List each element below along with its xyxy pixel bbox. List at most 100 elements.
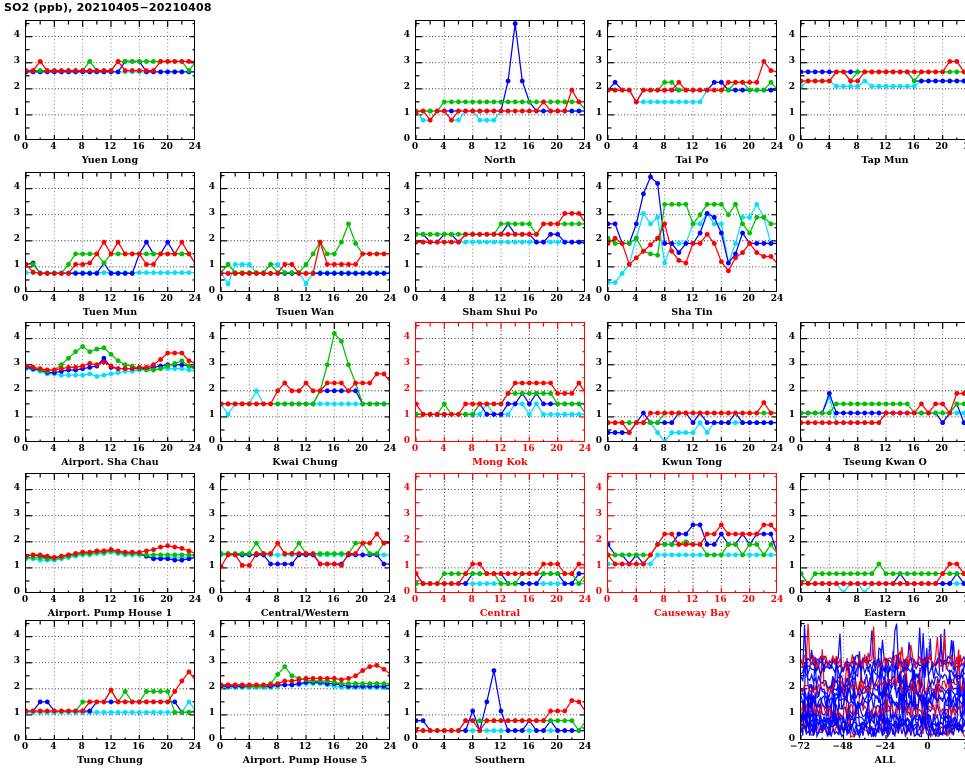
y-tick-label: 0 <box>403 734 410 744</box>
x-tick-label: 16 <box>327 742 340 752</box>
y-tick-label: 2 <box>403 383 410 394</box>
x-tick-label: 16 <box>132 595 145 605</box>
y-tick-label: 3 <box>788 508 795 519</box>
x-tick-label: 8 <box>853 444 860 454</box>
y-tick-label: 3 <box>208 357 215 368</box>
x-tick-label: 4 <box>440 444 447 454</box>
panel-title: Tai Po <box>675 155 709 166</box>
x-tick-label: 0 <box>216 444 224 454</box>
plot-area <box>415 20 585 140</box>
x-tick-label: 8 <box>273 595 280 605</box>
x-tick-label: 4 <box>440 294 447 304</box>
x-tick-label: 16 <box>907 444 920 454</box>
panel-sha-tin: 0 1 2 3 4 0 4 8 12 16 20 24 Sha Tin <box>596 172 783 322</box>
x-tick-label: 4 <box>632 294 639 304</box>
y-tick-label: 3 <box>403 357 410 368</box>
x-tick-label: 4 <box>245 595 252 605</box>
y-tick-label: 4 <box>208 482 215 493</box>
y-tick-label: 1 <box>788 409 795 420</box>
y-tick-label: 0 <box>788 734 795 744</box>
y-tick-label: 3 <box>403 508 410 519</box>
x-tick-label: 0 <box>796 595 804 605</box>
y-tick-label: 4 <box>403 482 410 493</box>
x-tick-label: 8 <box>468 742 475 752</box>
x-tick-label: 8 <box>660 595 667 605</box>
panel-central: 0 1 2 3 4 0 4 8 12 16 20 24 Central <box>404 473 591 623</box>
x-tick-label: 0 <box>603 595 611 605</box>
x-tick-label: 16 <box>522 444 535 454</box>
x-tick-label: 0 <box>603 294 611 304</box>
x-tick-label: 20 <box>160 595 173 605</box>
x-tick-label: 0 <box>411 595 419 605</box>
x-tick-label: 12 <box>298 294 312 304</box>
plot-area <box>415 172 585 292</box>
panel-tap-mun: 0123404812162024Tap Mun <box>789 20 965 170</box>
panel-title: Kwun Tong <box>661 457 723 468</box>
x-tick-label: 20 <box>550 742 563 752</box>
x-tick-label: 16 <box>714 142 727 152</box>
x-tick-label: 4 <box>632 142 639 152</box>
y-tick-label: 2 <box>13 233 20 244</box>
x-tick-label: 12 <box>103 444 117 454</box>
y-tick-label: 1 <box>788 707 795 718</box>
y-tick-label: 4 <box>13 629 20 640</box>
y-tick-label: 3 <box>208 508 215 519</box>
x-tick-label: 20 <box>160 742 173 752</box>
y-tick-label: 2 <box>208 534 215 545</box>
y-tick-label: 3 <box>403 207 410 218</box>
x-tick-label: 20 <box>550 595 563 605</box>
x-tick-label: 4 <box>632 444 639 454</box>
panel-title: Airport. Sha Chau <box>61 457 159 468</box>
plot-area <box>220 322 390 442</box>
x-tick-label: 24 <box>956 595 965 605</box>
y-tick-label: 0 <box>595 134 602 144</box>
x-tick-label: 0 <box>603 142 611 152</box>
x-tick-label: 24 <box>578 595 592 605</box>
x-tick-label: 8 <box>78 142 85 152</box>
y-tick-label: 1 <box>403 259 410 270</box>
y-tick-label: 0 <box>788 436 795 446</box>
y-tick-label: 3 <box>403 655 410 666</box>
x-tick-label: 8 <box>853 595 860 605</box>
x-tick-label: 20 <box>742 595 755 605</box>
x-tick-label: 0 <box>924 742 931 752</box>
y-tick-label: 1 <box>595 259 602 270</box>
y-tick-label: 3 <box>13 655 20 666</box>
x-tick-label: 24 <box>770 444 784 454</box>
y-tick-label: 1 <box>208 259 215 270</box>
x-tick-label: 8 <box>660 444 667 454</box>
x-tick-label: 20 <box>742 142 755 152</box>
y-tick-label: 2 <box>13 81 20 92</box>
y-tick-label: 1 <box>208 707 215 718</box>
y-tick-label: 3 <box>788 55 795 66</box>
y-tick-label: 4 <box>208 331 215 342</box>
y-tick-label: 3 <box>13 508 20 519</box>
y-tick-label: 4 <box>403 331 410 342</box>
x-tick-label: 8 <box>78 294 85 304</box>
panel-kwai-chung: 0 1 2 3 4 0 4 8 12 16 20 24 Kwai Chung <box>209 322 396 472</box>
x-tick-label: 4 <box>50 142 57 152</box>
y-tick-label: 1 <box>595 560 602 571</box>
y-tick-label: 4 <box>403 29 410 40</box>
y-tick-label: 0 <box>403 587 410 597</box>
x-tick-label: 20 <box>355 595 368 605</box>
y-tick-label: 4 <box>13 482 20 493</box>
x-tick-label: 12 <box>103 742 117 752</box>
y-tick-label: 1 <box>403 409 410 420</box>
x-tick-label: 24 <box>188 595 202 605</box>
x-tick-label: 24 <box>770 294 784 304</box>
y-tick-label: 3 <box>403 55 410 66</box>
plot-area <box>607 172 777 292</box>
x-tick-label: 20 <box>935 444 948 454</box>
x-tick-label: 4 <box>825 595 832 605</box>
x-tick-label: 16 <box>714 294 727 304</box>
plot-area <box>415 473 585 593</box>
y-tick-label: 1 <box>788 560 795 571</box>
x-tick-label: 12 <box>298 595 312 605</box>
x-tick-label: 24 <box>956 142 965 152</box>
x-tick-label: 4 <box>632 595 639 605</box>
panel-kwun-tong: 0 1 2 3 4 0 4 8 12 16 20 24 Kwun Tong <box>596 322 783 472</box>
y-tick-label: 1 <box>208 409 215 420</box>
y-tick-label: 4 <box>13 181 20 192</box>
x-tick-label: 24 <box>188 742 202 752</box>
